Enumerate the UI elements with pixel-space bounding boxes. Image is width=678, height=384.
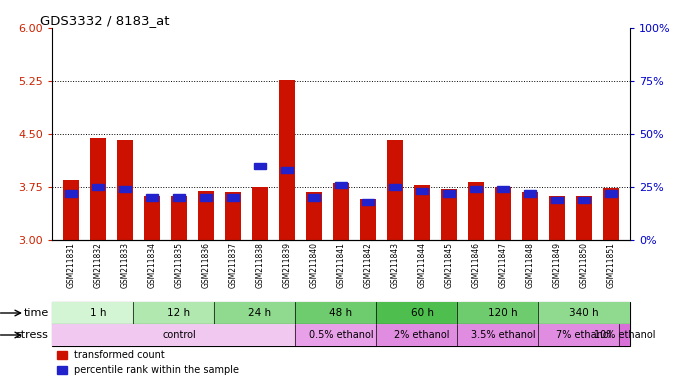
Bar xyxy=(335,182,347,188)
Text: GSM211843: GSM211843 xyxy=(391,242,399,288)
Text: 10% ethanol: 10% ethanol xyxy=(594,330,656,340)
Text: 7% ethanol: 7% ethanol xyxy=(557,330,612,340)
Bar xyxy=(295,302,387,324)
Text: 24 h: 24 h xyxy=(248,308,271,318)
Bar xyxy=(52,302,144,324)
Text: GSM211845: GSM211845 xyxy=(445,242,454,288)
Bar xyxy=(551,197,563,203)
Text: control: control xyxy=(162,330,196,340)
Text: 340 h: 340 h xyxy=(570,308,599,318)
Text: GSM211833: GSM211833 xyxy=(121,242,129,288)
Bar xyxy=(146,194,158,201)
Bar xyxy=(308,194,320,201)
Text: GSM211846: GSM211846 xyxy=(471,242,481,288)
Bar xyxy=(497,186,509,192)
Bar xyxy=(524,190,536,197)
Text: GSM211850: GSM211850 xyxy=(580,242,589,288)
Text: GSM211831: GSM211831 xyxy=(66,242,75,288)
Text: GSM211851: GSM211851 xyxy=(607,242,616,288)
Bar xyxy=(495,187,511,240)
Text: GSM211834: GSM211834 xyxy=(147,242,157,288)
Bar xyxy=(470,186,482,192)
Text: GSM211835: GSM211835 xyxy=(174,242,184,288)
Text: 1 h: 1 h xyxy=(89,308,106,318)
Text: GSM211840: GSM211840 xyxy=(309,242,319,288)
Bar xyxy=(578,197,590,203)
Bar xyxy=(576,196,592,240)
Text: GSM211848: GSM211848 xyxy=(525,242,534,288)
Text: GSM211841: GSM211841 xyxy=(336,242,346,288)
Text: GSM211837: GSM211837 xyxy=(228,242,237,288)
Text: 48 h: 48 h xyxy=(330,308,353,318)
Bar xyxy=(360,199,376,240)
Bar xyxy=(376,324,468,346)
Bar xyxy=(252,187,268,240)
Text: GDS3332 / 8183_at: GDS3332 / 8183_at xyxy=(41,14,170,27)
Bar xyxy=(281,167,293,173)
Bar xyxy=(603,189,619,240)
Bar xyxy=(457,324,549,346)
Text: GSM211839: GSM211839 xyxy=(283,242,292,288)
Bar xyxy=(538,302,630,324)
Bar xyxy=(214,302,306,324)
Text: GSM211836: GSM211836 xyxy=(201,242,210,288)
Bar xyxy=(144,196,160,240)
Bar xyxy=(63,180,79,240)
Bar xyxy=(362,199,374,205)
Bar xyxy=(200,194,212,201)
Text: stress: stress xyxy=(16,330,49,340)
Bar xyxy=(522,192,538,240)
Text: GSM211844: GSM211844 xyxy=(418,242,426,288)
Text: 12 h: 12 h xyxy=(167,308,191,318)
Bar xyxy=(441,189,457,240)
Bar xyxy=(376,302,468,324)
Bar xyxy=(414,185,430,240)
Text: GSM211847: GSM211847 xyxy=(498,242,508,288)
Bar xyxy=(619,324,630,346)
Bar xyxy=(295,324,387,346)
Bar xyxy=(89,137,106,240)
Bar xyxy=(279,79,295,240)
Bar xyxy=(198,190,214,240)
Text: 120 h: 120 h xyxy=(488,308,518,318)
Text: 0.5% ethanol: 0.5% ethanol xyxy=(308,330,374,340)
Text: 3.5% ethanol: 3.5% ethanol xyxy=(471,330,536,340)
Text: 2% ethanol: 2% ethanol xyxy=(395,330,450,340)
Bar xyxy=(389,184,401,190)
Bar xyxy=(133,302,225,324)
Bar xyxy=(387,141,403,240)
Bar xyxy=(254,162,266,169)
Bar xyxy=(538,324,630,346)
Bar xyxy=(119,186,131,192)
Bar xyxy=(306,192,322,240)
Bar xyxy=(173,194,185,201)
Legend: transformed count, percentile rank within the sample: transformed count, percentile rank withi… xyxy=(57,351,239,375)
Bar xyxy=(171,196,187,240)
Text: GSM211849: GSM211849 xyxy=(553,242,561,288)
Bar xyxy=(416,188,428,194)
Text: GSM211832: GSM211832 xyxy=(94,242,102,288)
Bar xyxy=(443,190,455,197)
Text: GSM211842: GSM211842 xyxy=(363,242,372,288)
Bar xyxy=(549,196,565,240)
Bar xyxy=(225,192,241,240)
Bar xyxy=(605,190,617,197)
Bar xyxy=(92,184,104,190)
Bar xyxy=(117,140,133,240)
Text: GSM211838: GSM211838 xyxy=(256,242,264,288)
Text: 60 h: 60 h xyxy=(410,308,433,318)
Bar xyxy=(52,324,306,346)
Text: time: time xyxy=(23,308,49,318)
Bar xyxy=(65,190,77,197)
Bar xyxy=(227,194,239,201)
Bar xyxy=(333,184,349,240)
Bar xyxy=(457,302,549,324)
Bar xyxy=(468,182,484,240)
